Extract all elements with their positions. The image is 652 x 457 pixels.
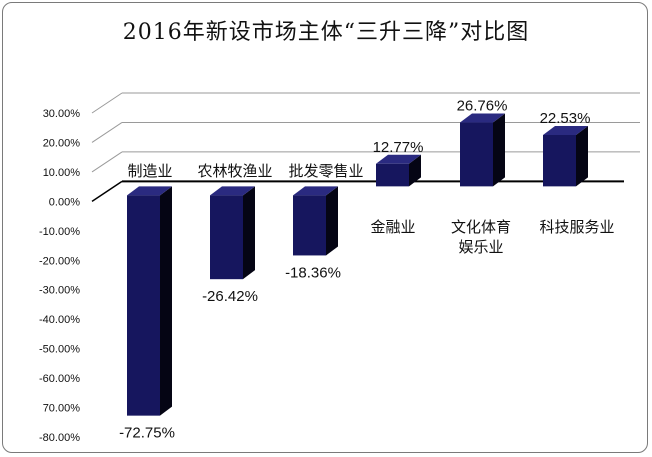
y-tick-label: 10.00% — [43, 167, 81, 179]
bar-top — [376, 154, 421, 164]
y-tick-label: 0.00% — [49, 196, 80, 208]
y-tick-label: 70.00% — [43, 403, 81, 415]
bar-side — [493, 113, 505, 187]
bar — [127, 195, 160, 416]
y-axis-ticks: 30.00% 20.00% 10.00% 0.00% -10.00% -20.00% -30… — [39, 108, 80, 444]
y-tick-label: -20.00% — [39, 255, 80, 267]
data-label: 22.53% — [540, 110, 591, 127]
bars — [127, 113, 588, 416]
category-label: 文化体育 — [451, 218, 511, 236]
gridline-depth — [91, 92, 123, 114]
bar-top — [293, 186, 338, 196]
bar — [293, 195, 326, 256]
labels: -72.75% -26.42% -18.36% 12.77% 26.76% 22.53% 制… — [119, 98, 614, 442]
bar-side — [160, 186, 172, 416]
y-tick-label: -60.00% — [39, 373, 80, 385]
bar-side — [326, 186, 338, 256]
bar-top — [127, 186, 172, 196]
category-label: 农林牧渔业 — [197, 162, 272, 180]
category-label: 制造业 — [127, 162, 172, 180]
gridline-depth — [91, 122, 123, 143]
bar — [376, 163, 409, 187]
y-tick-label: -50.00% — [39, 344, 80, 356]
y-tick-label: -10.00% — [39, 226, 80, 238]
zero-axis-depth — [91, 180, 123, 202]
data-label: -18.36% — [285, 264, 341, 281]
category-label: 金融业 — [370, 218, 415, 236]
category-label: 科技服务业 — [539, 218, 614, 236]
bar — [210, 195, 243, 280]
bar-side — [243, 186, 255, 280]
bar — [460, 122, 493, 187]
y-tick-label: -30.00% — [39, 285, 80, 297]
bar — [543, 135, 576, 187]
bar-top — [210, 186, 255, 196]
y-tick-label: -80.00% — [39, 432, 80, 444]
bar-side — [409, 154, 421, 187]
bar-top — [460, 113, 505, 123]
category-label: 批发零售业 — [288, 162, 363, 180]
gridline-depth — [91, 151, 123, 173]
category-label: 娱乐业 — [458, 238, 503, 256]
y-tick-label: -40.00% — [39, 314, 80, 326]
data-label: 12.77% — [373, 139, 424, 156]
chart-title: 2016年新设市场主体“三升三降”对比图 — [122, 20, 530, 45]
y-tick-label: 30.00% — [43, 108, 81, 120]
bar-side — [576, 126, 588, 187]
y-tick-label: 20.00% — [43, 137, 81, 149]
data-label: -26.42% — [202, 288, 258, 305]
bar-top — [543, 126, 588, 136]
data-label: -72.75% — [119, 425, 175, 442]
data-label: 26.76% — [457, 98, 508, 115]
